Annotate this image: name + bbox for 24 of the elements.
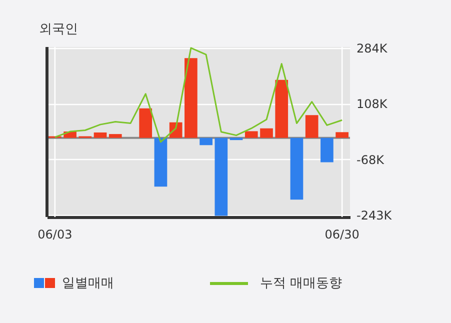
bar: [108, 134, 122, 138]
x-tick-label: 06/30: [324, 228, 360, 242]
y-tick-label: 108K: [356, 97, 388, 112]
y-tick-label: -68K: [356, 152, 386, 167]
bar: [214, 138, 228, 216]
chart-title: 외국인: [39, 22, 78, 37]
legend-label: 누적 매매동향: [260, 275, 342, 292]
bar: [200, 138, 212, 146]
bar: [290, 138, 304, 200]
x-tick-label: 06/03: [38, 228, 72, 242]
bar: [275, 80, 288, 138]
bar: [305, 115, 318, 138]
bar: [244, 131, 258, 138]
y-tick-label: -243K: [356, 208, 393, 222]
bar: [260, 128, 273, 138]
line-series: [54, 47, 343, 143]
legend-label: 일별매매: [62, 275, 114, 292]
bar: [94, 132, 107, 138]
bar: [320, 138, 334, 162]
bar: [184, 58, 198, 138]
y-tick-label: 284K: [356, 41, 388, 56]
bar: [154, 138, 168, 187]
bar: [139, 108, 152, 138]
bar: [336, 132, 348, 138]
